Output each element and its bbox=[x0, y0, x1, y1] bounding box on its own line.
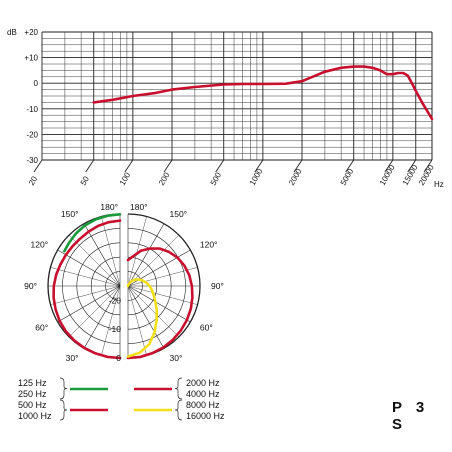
x-tick-label: 2000 bbox=[287, 167, 304, 187]
y-tick-label: +10 bbox=[24, 54, 38, 63]
x-tick-label: 20 bbox=[27, 174, 40, 187]
x-tick-label: 200 bbox=[157, 170, 172, 187]
polar-radial-label: -20 bbox=[109, 295, 122, 305]
polar-spoke bbox=[127, 223, 165, 287]
frequency-response-chart: +20 +10 0 -10 -20 -30 dB 20 50 100 200 500 1000 2000 5… bbox=[7, 28, 444, 189]
polar-series-line bbox=[63, 213, 122, 253]
legend-item: 1000 Hz bbox=[18, 411, 52, 421]
polar-spoke bbox=[83, 223, 121, 287]
polar-spoke bbox=[57, 249, 121, 287]
legend-item: 125 Hz bbox=[18, 378, 47, 388]
polar-angle-label: 120° bbox=[200, 240, 218, 250]
polar-radial-label: 0 bbox=[116, 353, 121, 363]
x-tick-mark bbox=[215, 159, 225, 173]
legend-item: 2000 Hz bbox=[186, 378, 220, 388]
legend-item: 8000 Hz bbox=[186, 400, 220, 410]
polar-spoke bbox=[50, 285, 121, 305]
x-tick-mark bbox=[33, 159, 43, 173]
polar-angle-label: 30° bbox=[66, 353, 79, 363]
polar-spoke bbox=[57, 285, 121, 323]
polar-spoke bbox=[101, 216, 121, 287]
polar-angle-label: 30° bbox=[170, 353, 183, 363]
polar-angle-label: 150° bbox=[170, 209, 188, 219]
polar-chart-high: 180° 150° 120° 90° 60° 30° 0 -10 -20 bbox=[109, 202, 224, 363]
polar-spoke bbox=[127, 285, 147, 356]
polar-series-line bbox=[126, 278, 158, 358]
x-tick-mark bbox=[293, 159, 303, 173]
x-tick-label: 100 bbox=[118, 170, 133, 187]
y-axis-unit: dB bbox=[7, 28, 17, 37]
x-tick-label: 50 bbox=[79, 174, 92, 187]
polar-spoke bbox=[127, 285, 165, 349]
x-tick-mark bbox=[423, 159, 433, 173]
polar-angle-label: 60° bbox=[35, 323, 48, 333]
x-tick-label: 5000 bbox=[339, 167, 356, 187]
response-curve-line bbox=[92, 65, 434, 121]
polar-spoke bbox=[127, 285, 180, 338]
polar-spoke bbox=[127, 285, 191, 323]
polar-spoke bbox=[68, 234, 121, 287]
legend-item: 500 Hz bbox=[18, 400, 47, 410]
polar-series-line bbox=[126, 247, 194, 360]
legend-brace bbox=[59, 377, 68, 400]
polar-chart-low: 180° 150° 120° 90° 60° 30° bbox=[24, 202, 122, 363]
polar-angle-label: 180° bbox=[100, 202, 118, 212]
legend-right: 2000 Hz 4000 Hz 8000 Hz 16000 Hz bbox=[186, 378, 256, 422]
x-tick-mark bbox=[254, 159, 264, 173]
legend-brace bbox=[174, 399, 183, 421]
polar-angle-label: 180° bbox=[130, 202, 148, 212]
legend-item: 4000 Hz bbox=[186, 389, 220, 399]
polar-angle-label: 90° bbox=[211, 281, 224, 291]
polar-angle-label: 90° bbox=[24, 281, 37, 291]
y-tick-label: +20 bbox=[24, 28, 38, 37]
polar-spoke bbox=[50, 267, 121, 287]
y-tick-label: -30 bbox=[26, 156, 38, 165]
y-tick-label: -20 bbox=[26, 130, 38, 139]
polar-spoke bbox=[127, 285, 198, 305]
model-name: P 3 S bbox=[392, 399, 430, 433]
legend-brace bbox=[59, 399, 68, 421]
x-tick-mark bbox=[124, 159, 134, 173]
x-tick-label: 10000 bbox=[378, 163, 397, 187]
legend-left: 125 Hz 250 Hz 500 Hz 1000 Hz bbox=[18, 378, 88, 422]
polar-spoke bbox=[68, 285, 121, 338]
legend-swatches bbox=[59, 377, 183, 421]
x-tick-label: 500 bbox=[209, 170, 224, 187]
polar-spoke bbox=[127, 216, 147, 287]
polar-angle-label: 120° bbox=[31, 240, 49, 250]
polar-radial-label: -10 bbox=[109, 324, 122, 334]
legend-item: 16000 Hz bbox=[186, 411, 225, 421]
x-tick-mark bbox=[407, 159, 417, 173]
x-tick-mark bbox=[163, 159, 173, 173]
x-tick-mark bbox=[345, 159, 355, 173]
polar-spoke bbox=[101, 285, 121, 356]
legend-item: 250 Hz bbox=[18, 389, 47, 399]
polar-spoke bbox=[127, 234, 180, 287]
y-tick-label: 0 bbox=[34, 79, 39, 88]
y-tick-label: -10 bbox=[26, 105, 38, 114]
x-tick-label: 1000 bbox=[248, 167, 265, 187]
polar-angle-label: 150° bbox=[61, 209, 79, 219]
legend-brace bbox=[174, 377, 183, 400]
polar-spoke bbox=[83, 285, 121, 349]
x-tick-mark bbox=[85, 159, 95, 173]
x-tick-mark bbox=[384, 159, 394, 173]
polar-angle-label: 60° bbox=[200, 323, 213, 333]
x-axis-unit: Hz bbox=[434, 180, 444, 189]
polar-series-line bbox=[52, 219, 122, 360]
